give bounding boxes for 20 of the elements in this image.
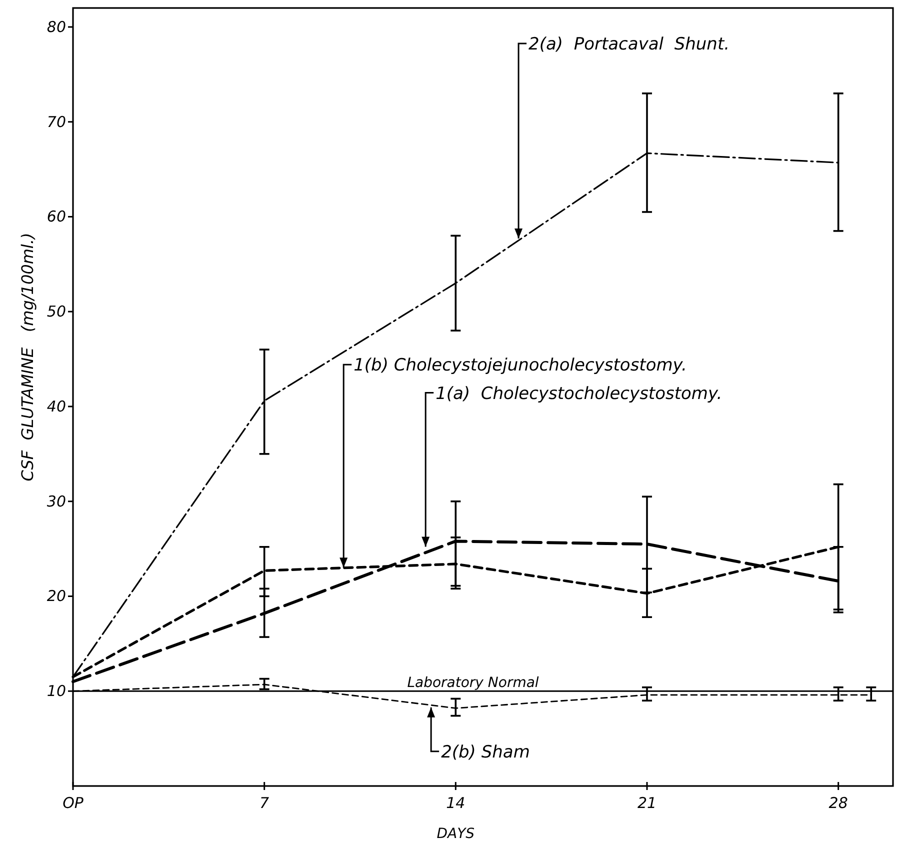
x-tick-label: 21 [637,794,657,812]
annotation: 1(a) Cholecystocholecystostomy. [436,384,722,404]
y-tick-label: 30 [46,492,66,510]
ref-line-label: Laboratory Normal [407,675,539,692]
y-tick-label: 10 [46,682,66,700]
y-tick-label: 80 [46,18,66,36]
y-tick-label: 20 [46,587,66,606]
y-tick-label: 60 [46,208,66,226]
y-axis-title: CSF GLUTAMINE (mg/100ml.) [18,232,37,482]
annotation: 2(b) Sham [441,742,530,762]
y-tick-label: 70 [46,112,66,131]
y-tick-label: 50 [46,302,66,321]
annotation: 1(b) Cholecystojejunocholecystostomy. [354,356,687,376]
x-tick-label: OP [62,794,84,812]
x-tick-label: 14 [446,794,466,812]
x-tick-label: 28 [828,794,848,812]
x-axis-title: DAYS [436,826,475,842]
x-tick-label: 7 [260,794,270,812]
y-tick-label: 40 [46,397,66,416]
annotation: 2(a) Portacaval Shunt. [528,34,730,54]
